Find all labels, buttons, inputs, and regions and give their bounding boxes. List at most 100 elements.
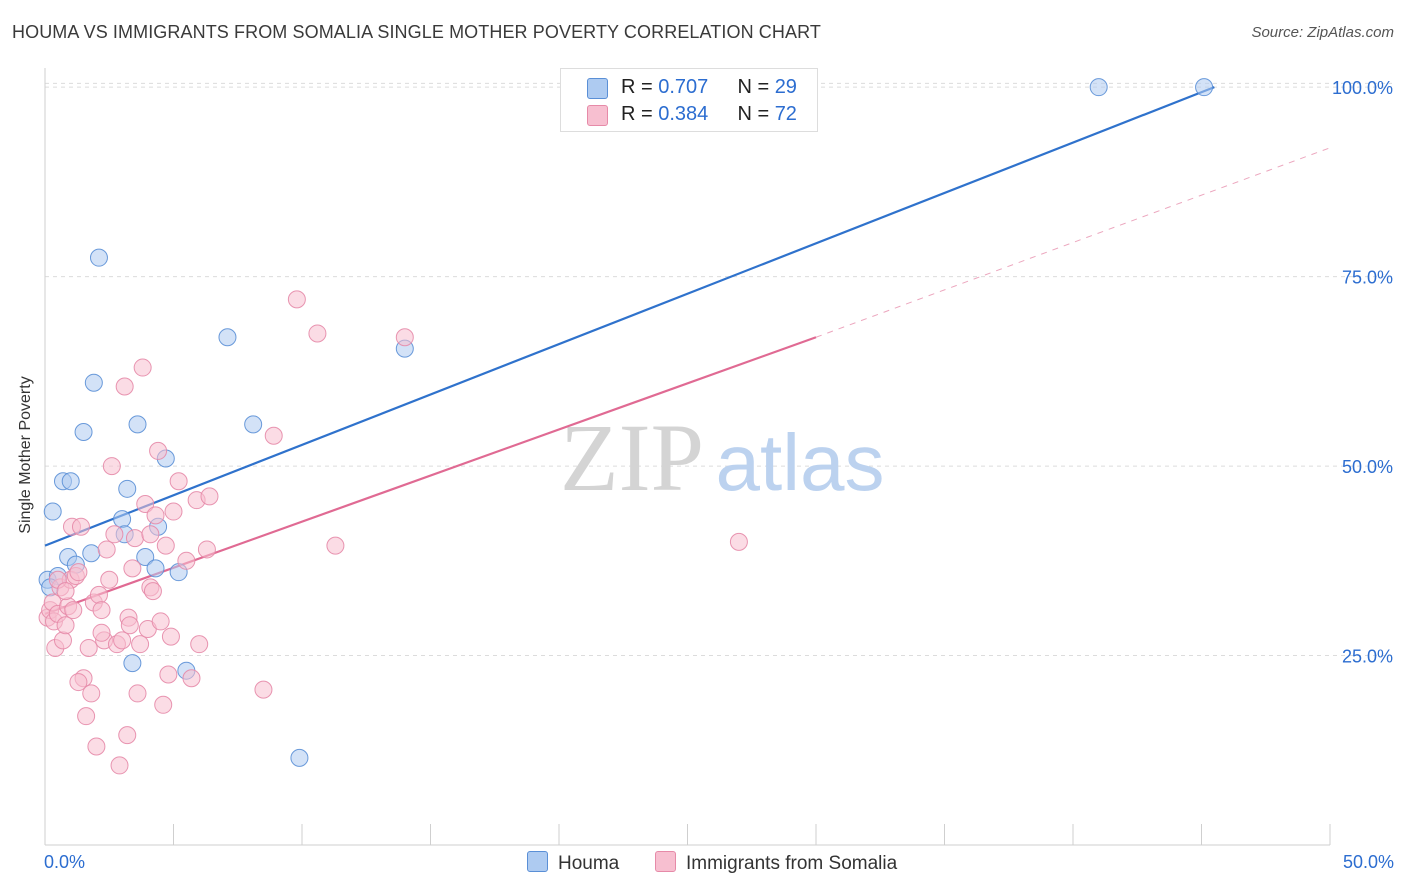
watermark: ZIP atlas: [560, 404, 884, 511]
grid-lines: [45, 82, 1392, 657]
point-houma: [113, 510, 132, 529]
chart-title: HOUMA VS IMMIGRANTS FROM SOMALIA SINGLE …: [12, 22, 821, 42]
point-somalia: [71, 517, 90, 536]
point-somalia: [100, 570, 119, 589]
point-somalia: [77, 707, 96, 726]
point-somalia: [143, 582, 162, 601]
point-somalia: [53, 631, 72, 650]
legend-houma-n-label: N =: [737, 76, 775, 98]
point-somalia: [92, 623, 111, 642]
point-somalia: [308, 324, 327, 343]
point-houma: [1195, 78, 1214, 97]
point-houma: [146, 559, 165, 578]
point-somalia: [149, 441, 168, 460]
point-somalia: [64, 601, 83, 620]
legend-somalia-n-value: 72: [774, 103, 797, 125]
point-somalia: [154, 695, 173, 714]
watermark-atlas: atlas: [716, 418, 885, 507]
point-somalia: [87, 737, 106, 756]
point-somalia: [89, 585, 108, 604]
point-houma: [118, 479, 137, 498]
point-somalia: [197, 540, 216, 559]
y-tick-labels: 25.0% 50.0% 75.0% 100.0%: [1332, 78, 1393, 666]
watermark-zip: ZIP: [560, 404, 704, 511]
point-houma: [82, 544, 101, 563]
point-somalia: [151, 612, 170, 631]
point-somalia: [113, 631, 132, 650]
point-somalia: [169, 472, 188, 491]
y-tick-label: 100.0%: [1332, 78, 1393, 98]
point-somalia: [105, 525, 124, 544]
legend-houma-n-value: 29: [774, 76, 797, 98]
point-somalia: [128, 684, 147, 703]
point-somalia: [131, 635, 150, 654]
point-houma: [1089, 78, 1108, 97]
point-houma: [290, 748, 309, 767]
legend-somalia-r-value: 0.384: [658, 103, 709, 125]
point-houma: [218, 328, 237, 347]
point-somalia: [200, 487, 219, 506]
legend-somalia-n-label: N =: [737, 103, 775, 125]
point-somalia: [287, 290, 306, 309]
point-somalia: [182, 669, 201, 688]
point-houma: [84, 373, 103, 392]
point-somalia: [118, 726, 137, 745]
point-houma: [89, 248, 108, 267]
point-somalia: [125, 529, 144, 548]
point-somalia: [69, 563, 88, 582]
trend-line-extension-somalia: [815, 147, 1331, 338]
bottom-legend-label-somalia: Immigrants from Somalia: [686, 853, 898, 874]
x-tick-label-min: 0.0%: [44, 852, 86, 872]
point-somalia: [177, 551, 196, 570]
point-somalia: [97, 540, 116, 559]
point-somalia: [395, 328, 414, 347]
bottom-legend-somalia: Immigrants from Somalia: [655, 851, 897, 875]
point-somalia: [729, 532, 748, 551]
point-somalia: [159, 665, 178, 684]
trend-line-houma: [44, 86, 1215, 547]
legend-swatch-somalia: [587, 105, 608, 126]
point-somalia: [102, 457, 121, 476]
point-somalia: [123, 559, 142, 578]
bottom-legend-houma: Houma: [527, 851, 619, 875]
point-somalia: [133, 358, 152, 377]
point-houma: [43, 502, 62, 521]
point-somalia: [190, 635, 209, 654]
point-somalia: [69, 673, 88, 692]
data-points: [38, 78, 1214, 775]
point-somalia: [82, 684, 101, 703]
legend-swatch-houma: [587, 78, 608, 99]
point-somalia: [264, 426, 283, 445]
point-somalia: [146, 506, 165, 525]
x-tick-label-max: 50.0%: [1342, 852, 1394, 872]
point-somalia: [161, 627, 180, 646]
legend-somalia-r-label: R =: [621, 103, 659, 125]
point-somalia: [79, 638, 98, 657]
point-somalia: [156, 536, 175, 555]
trend-lines: [44, 86, 1331, 615]
point-houma: [74, 422, 93, 441]
point-houma: [244, 415, 263, 434]
point-somalia: [164, 502, 183, 521]
point-somalia: [115, 377, 134, 396]
y-axis-label: Single Mother Poverty: [17, 376, 34, 534]
point-houma: [123, 654, 142, 673]
point-houma: [61, 472, 80, 491]
point-somalia: [110, 756, 129, 775]
point-somalia: [136, 494, 155, 513]
legend-houma-r-value: 0.707: [658, 76, 709, 98]
axes: [44, 68, 1331, 846]
y-tick-label: 50.0%: [1342, 457, 1393, 477]
y-tick-label: 75.0%: [1342, 268, 1393, 288]
source-credit: Source: ZipAtlas.com: [1251, 24, 1394, 41]
point-somalia: [56, 616, 75, 635]
point-somalia: [56, 582, 75, 601]
point-houma: [128, 415, 147, 434]
point-somalia: [254, 680, 273, 699]
point-somalia: [92, 601, 111, 620]
bottom-legend-swatch-somalia: [655, 851, 676, 872]
y-tick-label: 25.0%: [1342, 647, 1393, 667]
point-somalia: [141, 525, 160, 544]
legend-houma-r-label: R =: [621, 76, 659, 98]
